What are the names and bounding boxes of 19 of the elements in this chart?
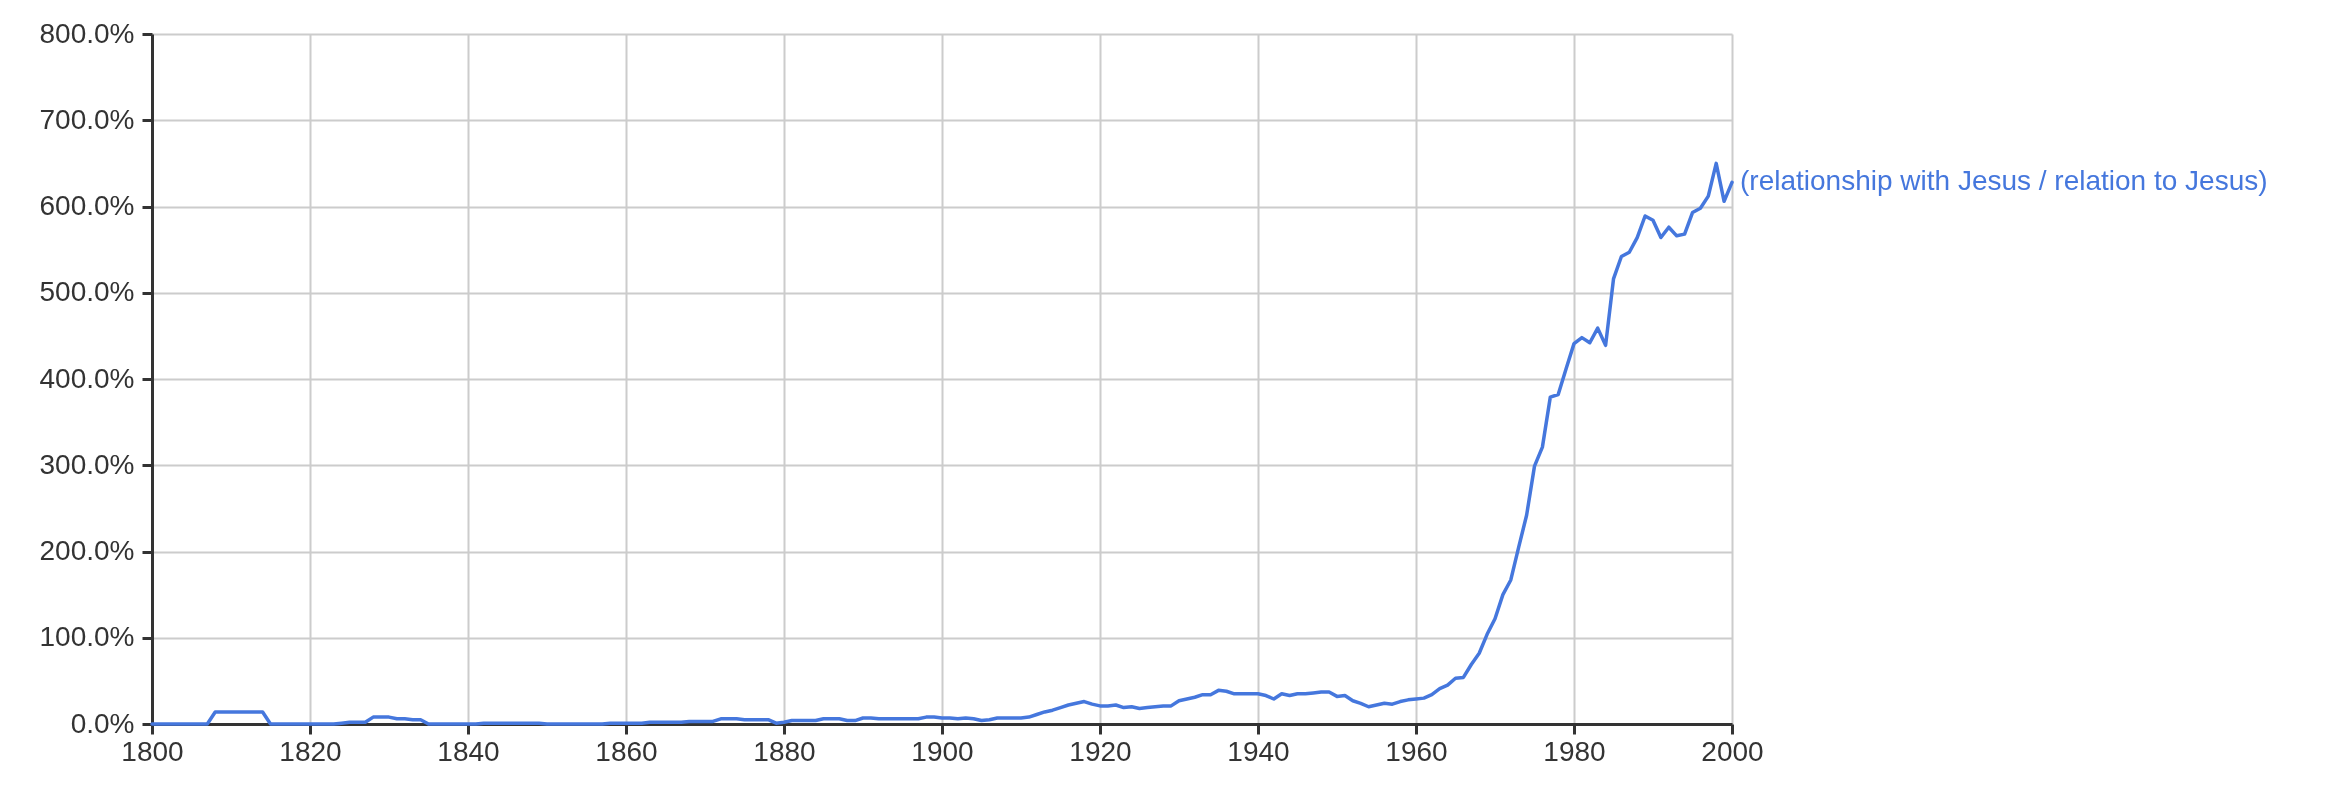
y-tick-label: 500.0% <box>39 276 135 308</box>
x-tick-label: 1900 <box>911 735 974 767</box>
x-tick-label: 1860 <box>595 735 658 767</box>
y-tick-label: 700.0% <box>39 103 135 135</box>
x-tick-label: 2000 <box>1701 735 1764 767</box>
x-tick-label: 1960 <box>1385 735 1448 767</box>
series-label: (relationship with Jesus / relation to Jesus) <box>1740 165 2268 197</box>
x-tick-label: 1980 <box>1543 735 1606 767</box>
y-tick-label: 800.0% <box>39 17 135 49</box>
x-tick-label: 1820 <box>279 735 342 767</box>
x-tick-label: 1920 <box>1069 735 1132 767</box>
x-tick-label: 1940 <box>1227 735 1290 767</box>
y-tick-label: 200.0% <box>39 535 135 566</box>
y-tick-label: 400.0% <box>39 362 135 394</box>
y-tick-label: 100.0% <box>39 621 135 653</box>
x-tick-label: 1840 <box>437 735 500 767</box>
y-tick-label: 600.0% <box>39 190 135 221</box>
y-tick-label: 300.0% <box>39 448 135 480</box>
x-tick-label: 1880 <box>753 735 816 767</box>
